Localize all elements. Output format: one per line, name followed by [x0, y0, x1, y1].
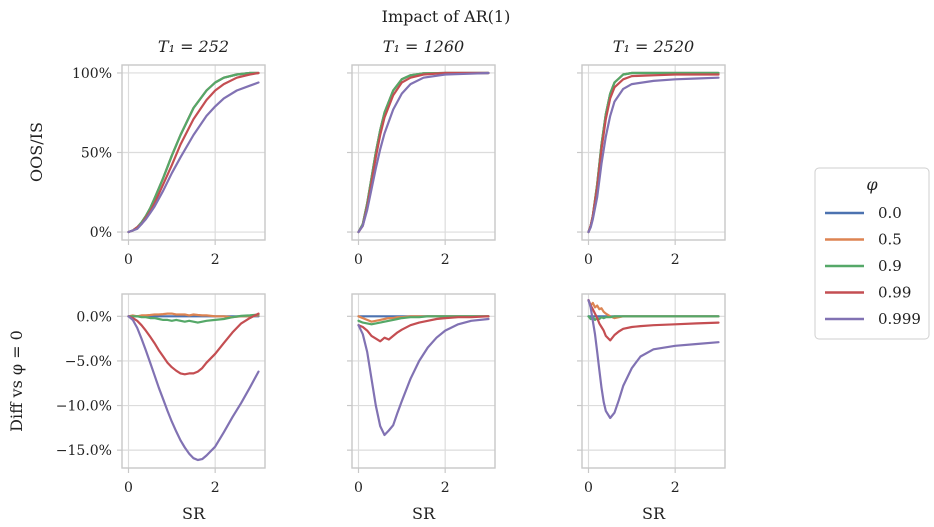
x-tick-label: 0 — [584, 252, 593, 268]
series-line-0.999 — [127, 81, 260, 234]
panel-r1-c0: 0 2 0.0% −5.0% −10.0% −15.0% SR — [56, 293, 266, 523]
row-label-top: OOS/IS — [27, 122, 46, 182]
series-line-0.999 — [127, 315, 260, 462]
legend-title: φ — [866, 175, 878, 194]
panel-title: T₁ = 2520 — [613, 37, 694, 56]
x-tick-label: 0 — [354, 480, 363, 496]
x-tick-label: 2 — [671, 252, 680, 268]
legend-label-0.9: 0.9 — [878, 257, 902, 275]
legend: φ 0.0 0.5 0.9 0.99 0.999 — [814, 167, 930, 340]
x-tick-label: 0 — [354, 252, 363, 268]
x-tick-label: 2 — [441, 252, 450, 268]
panel-r0-c2: 0 2 T₁ = 2520 — [577, 37, 726, 268]
row-label-bottom: Diff vs φ = 0 — [7, 330, 26, 432]
series-line-0.5 — [127, 312, 260, 319]
x-axis-label: SR — [412, 504, 436, 523]
legend-label-0.99: 0.99 — [878, 284, 911, 302]
x-tick-label: 0 — [124, 252, 133, 268]
panel-r1-c1: 0 2 SR — [347, 293, 496, 523]
panel-title: T₁ = 252 — [158, 37, 229, 56]
x-tick-label: 2 — [671, 480, 680, 496]
legend-box — [814, 167, 930, 340]
series-line-0.99 — [587, 73, 720, 234]
panel-r1-c2: 0 2 SR — [577, 293, 726, 523]
series-line-0.999 — [357, 317, 490, 437]
series-line-0.99 — [127, 312, 260, 376]
series-line-0.9 — [357, 315, 490, 326]
x-tick-label: 0 — [584, 480, 593, 496]
figure-title: Impact of AR(1) — [382, 7, 511, 26]
panel-frame — [581, 293, 726, 469]
panel-r0-c1: 0 2 T₁ = 1260 — [347, 37, 496, 268]
y-tick-label: −15.0% — [56, 443, 112, 459]
series-line-0.9 — [127, 313, 260, 324]
y-tick-label: −10.0% — [56, 399, 112, 415]
y-tick-label: 50% — [81, 146, 112, 162]
x-tick-label: 2 — [211, 252, 220, 268]
legend-entries: 0.0 0.5 0.9 0.99 0.999 — [825, 204, 921, 328]
x-axis-label: SR — [642, 504, 666, 523]
panel-frame — [121, 293, 266, 469]
legend-label-0.999: 0.999 — [878, 310, 921, 328]
series-line-0.999 — [587, 299, 720, 420]
panel-title: T₁ = 1260 — [383, 37, 464, 56]
series-line-0.999 — [357, 71, 490, 234]
x-tick-label: 2 — [211, 480, 220, 496]
series-line-0.999 — [587, 76, 720, 234]
y-tick-label: 0% — [90, 225, 112, 241]
y-tick-label: 100% — [72, 66, 112, 82]
y-tick-label: −5.0% — [65, 354, 112, 370]
series-line-0.99 — [357, 315, 490, 343]
x-tick-label: 2 — [441, 480, 450, 496]
legend-label-0.0: 0.0 — [878, 204, 902, 222]
panel-r0-c0: 0 2 0% 50% 100% T₁ = 252 — [72, 37, 266, 268]
x-axis-label: SR — [182, 504, 206, 523]
y-tick-label: 0.0% — [76, 309, 112, 325]
series-line-0.9 — [587, 315, 720, 321]
panel-frame — [351, 293, 496, 469]
series-line-0.99 — [587, 299, 720, 342]
x-tick-label: 0 — [124, 480, 133, 496]
legend-label-0.5: 0.5 — [878, 231, 902, 249]
